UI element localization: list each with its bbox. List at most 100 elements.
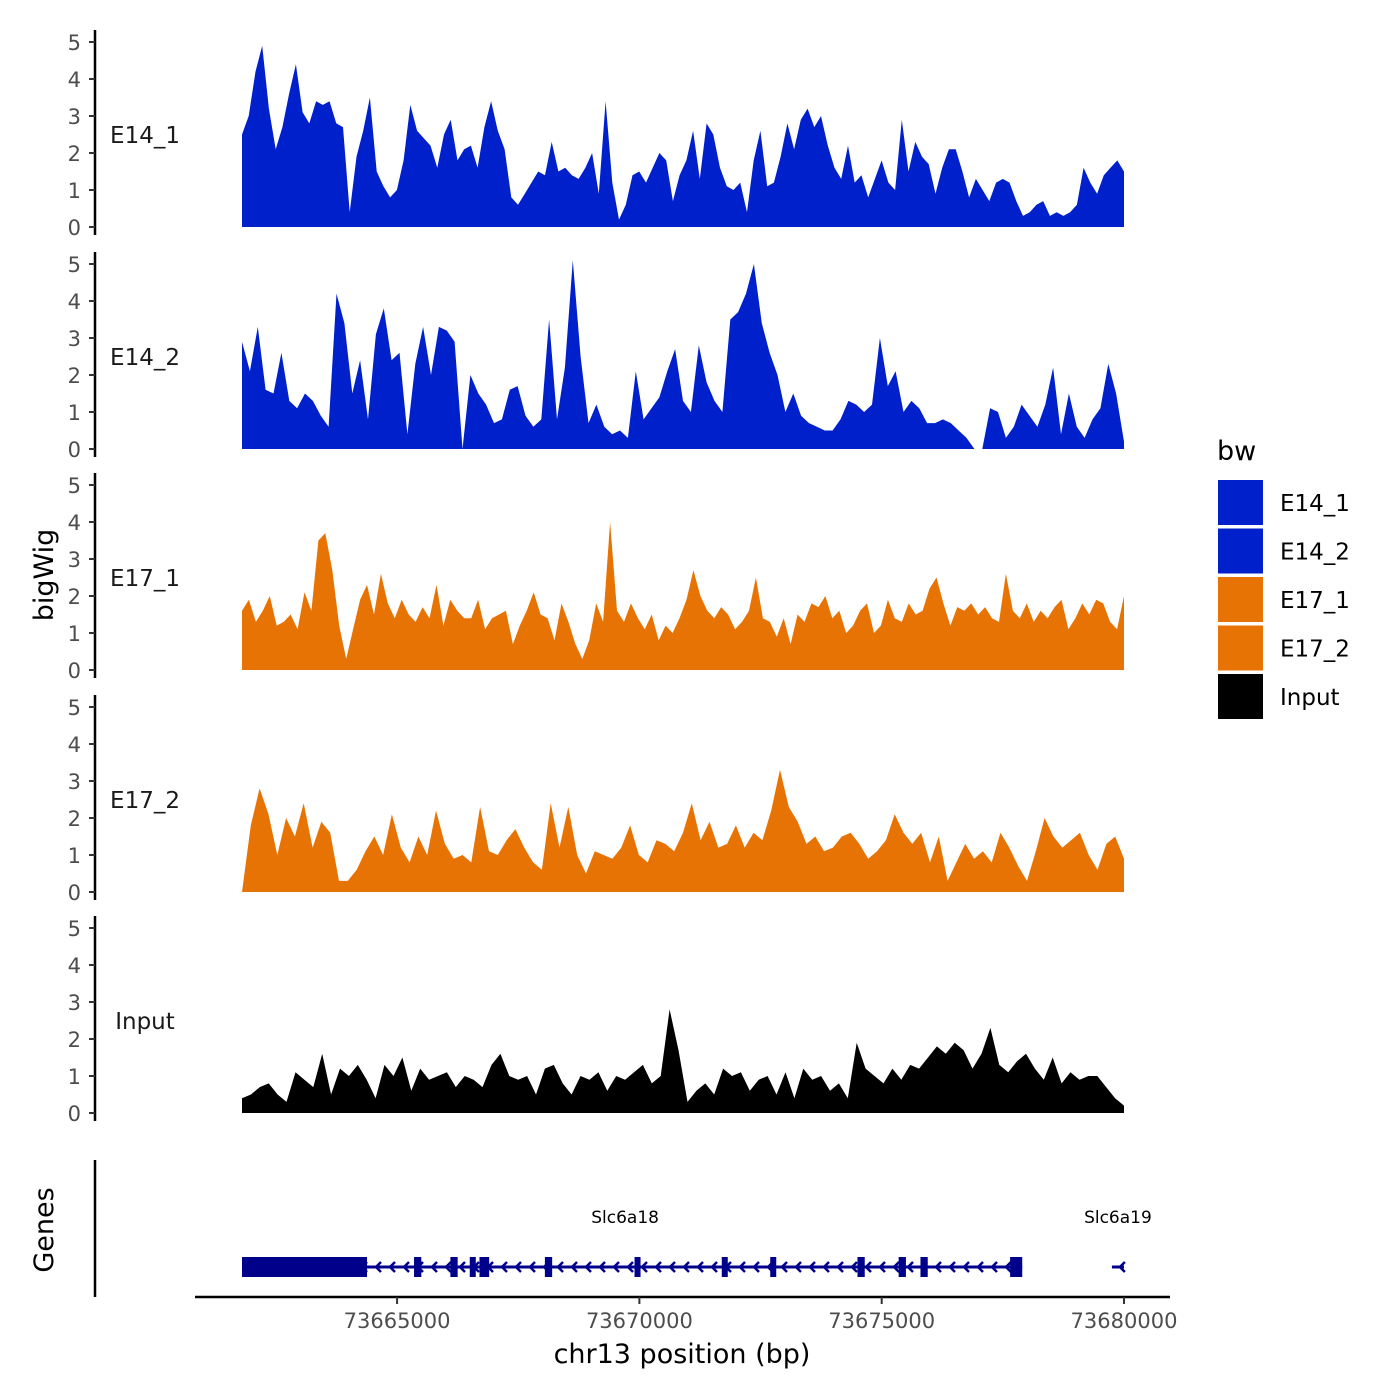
exon (770, 1257, 777, 1277)
y-tick-label: 1 (68, 844, 81, 868)
strand-arrow (990, 1261, 998, 1273)
x-tick-label: 73670000 (586, 1309, 693, 1333)
exon (479, 1257, 490, 1277)
strand-arrow (556, 1261, 564, 1273)
legend-swatch-e14_2 (1218, 528, 1263, 574)
y-tick-label: 1 (68, 622, 81, 646)
y-tick-label: 3 (68, 105, 81, 129)
exon (1010, 1257, 1023, 1277)
strand-arrow (514, 1261, 522, 1273)
strand-arrow (794, 1261, 802, 1273)
x-tick-label: 73665000 (344, 1309, 451, 1333)
strand-arrow (948, 1261, 956, 1273)
y-tick-label: 0 (68, 659, 81, 683)
exon (242, 1257, 368, 1277)
legend-label-e14_2: E14_2 (1280, 540, 1350, 566)
strand-arrow (1004, 1261, 1012, 1273)
y-tick-label: 5 (68, 917, 81, 941)
track-label: E14_1 (110, 123, 180, 149)
track-e17_2: 0 1 2 3 4 5 E17_2 (68, 695, 1124, 905)
legend-swatch-e17_1 (1218, 577, 1263, 622)
y-tick-label: 2 (68, 1028, 81, 1052)
strand-arrow (808, 1261, 816, 1273)
y-tick-label: 3 (68, 991, 81, 1015)
area-e17_2 (242, 769, 1124, 892)
strand-arrow (584, 1261, 592, 1273)
strand-arrow (738, 1261, 746, 1273)
strand-arrow (570, 1261, 578, 1273)
strand-arrow (528, 1261, 536, 1273)
y-tick-label: 3 (68, 770, 81, 794)
tracks-layer: 0 1 2 3 4 5 E14_1 0 1 2 3 4 5 E14_2 0 1 2 3 4 5 E17_1 0 1 2 3 4 5 E… (68, 30, 1124, 1126)
legend-label-e17_2: E17_2 (1280, 637, 1350, 663)
strand-arrow (822, 1261, 830, 1273)
legend-title: bw (1217, 436, 1256, 467)
area-input (242, 1009, 1124, 1113)
legend: bw E14_1 E14_2 E17_1 E17_2 Input (1217, 436, 1350, 719)
y-tick-label: 5 (68, 253, 81, 277)
exon (721, 1257, 728, 1277)
strand-arrow (836, 1261, 844, 1273)
track-label: E17_1 (110, 566, 180, 592)
y-tick-label: 3 (68, 327, 81, 351)
y-tick-label: 2 (68, 807, 81, 831)
y-tick-label: 5 (68, 31, 81, 55)
area-e14_1 (242, 45, 1124, 228)
strand-arrow (374, 1261, 382, 1273)
strand-arrow (892, 1261, 900, 1273)
strand-arrow (682, 1261, 690, 1273)
track-e14_1: 0 1 2 3 4 5 E14_1 (68, 30, 1124, 240)
gene-label: Slc6a19 (1084, 1208, 1152, 1228)
y-axis-title: bigWig (29, 529, 60, 622)
exon (450, 1257, 458, 1277)
strand-arrow (388, 1261, 396, 1273)
y-tick-label: 1 (68, 1065, 81, 1089)
strand-arrow (444, 1261, 452, 1273)
strand-arrow (626, 1261, 634, 1273)
strand-arrow (710, 1261, 718, 1273)
exon (634, 1257, 641, 1277)
area-e14_2 (242, 260, 1124, 449)
strand-arrow (640, 1261, 648, 1273)
strand-arrow (430, 1261, 438, 1273)
legend-label-input: Input (1280, 685, 1340, 711)
gene-label: Slc6a18 (591, 1208, 659, 1228)
legend-swatch-e17_2 (1218, 625, 1263, 671)
strand-arrow (598, 1261, 606, 1273)
y-tick-label: 5 (68, 696, 81, 720)
legend-label-e14_1: E14_1 (1280, 491, 1350, 517)
strand-arrow (850, 1261, 858, 1273)
track-input: 0 1 2 3 4 5 Input (68, 916, 1124, 1126)
strand-arrow (612, 1261, 620, 1273)
genes-axis-title: Genes (29, 1187, 60, 1272)
y-tick-label: 2 (68, 142, 81, 166)
exon (857, 1257, 865, 1277)
y-tick-label: 4 (68, 733, 81, 757)
x-axis: 73665000 73670000 73675000 73680000 (195, 1295, 1178, 1333)
exon (920, 1257, 928, 1277)
y-tick-label: 4 (68, 68, 81, 92)
strand-arrow (668, 1261, 676, 1273)
strand-arrow (780, 1261, 788, 1273)
x-tick-label: 73680000 (1071, 1309, 1178, 1333)
strand-arrow (752, 1261, 760, 1273)
legend-swatch-e14_1 (1218, 480, 1263, 525)
strand-arrow (458, 1261, 466, 1273)
y-tick-label: 0 (68, 438, 81, 462)
track-label: E17_2 (110, 788, 180, 814)
strand-arrow (962, 1261, 970, 1273)
strand-arrow (696, 1261, 704, 1273)
strand-arrow (934, 1261, 942, 1273)
y-tick-label: 4 (68, 954, 81, 978)
exon (414, 1257, 422, 1277)
y-tick-label: 2 (68, 364, 81, 388)
legend-swatch-input (1218, 674, 1263, 719)
x-axis-title: chr13 position (bp) (554, 1339, 811, 1370)
y-tick-label: 1 (68, 401, 81, 425)
track-e14_2: 0 1 2 3 4 5 E14_2 (68, 252, 1124, 462)
legend-label-e17_1: E17_1 (1280, 588, 1350, 614)
y-tick-label: 2 (68, 585, 81, 609)
strand-arrow (906, 1261, 914, 1273)
gene-slc6a19: Slc6a19 (1084, 1208, 1152, 1273)
